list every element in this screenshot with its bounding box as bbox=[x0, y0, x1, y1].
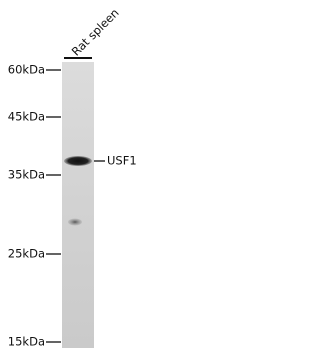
marker-label: 15kDa bbox=[8, 335, 45, 349]
marker-label: 45kDa bbox=[8, 110, 45, 124]
western-blot-figure: Rat spleen 60kDa 45kDa 35kDa 25kDa 15kDa… bbox=[8, 6, 137, 349]
marker-label: 35kDa bbox=[8, 168, 45, 182]
band-label: USF1 bbox=[107, 154, 137, 168]
faint-band bbox=[68, 218, 82, 226]
lane-label: Rat spleen bbox=[69, 6, 122, 59]
band bbox=[64, 156, 92, 166]
blot-lane bbox=[62, 62, 94, 348]
marker-label: 25kDa bbox=[8, 247, 45, 261]
marker-label: 60kDa bbox=[8, 63, 45, 77]
